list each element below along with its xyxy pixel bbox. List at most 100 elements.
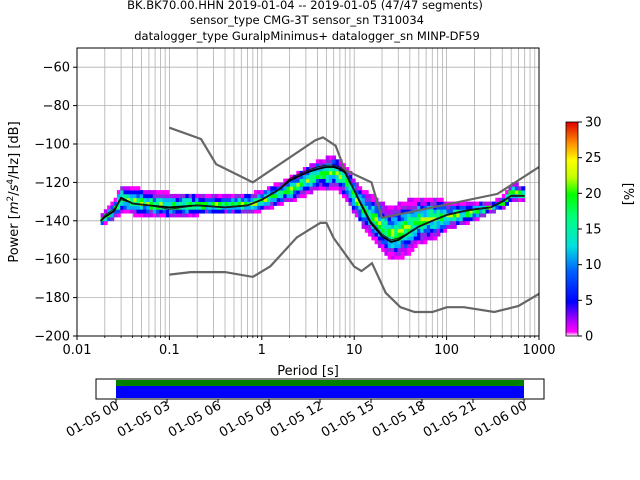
density-cell bbox=[459, 213, 464, 218]
density-cell bbox=[492, 209, 496, 214]
density-cell bbox=[413, 213, 418, 218]
density-cell bbox=[426, 232, 431, 237]
density-cell bbox=[355, 213, 359, 218]
density-cell bbox=[449, 224, 454, 229]
density-cell bbox=[361, 201, 366, 206]
density-cell bbox=[107, 205, 111, 210]
density-cell bbox=[100, 220, 105, 226]
density-cell bbox=[156, 213, 160, 218]
density-cell bbox=[328, 182, 333, 187]
density-cell bbox=[289, 197, 294, 202]
density-cell bbox=[315, 159, 320, 164]
density-cell bbox=[413, 197, 418, 202]
density-cell bbox=[247, 197, 252, 202]
density-cell bbox=[328, 159, 333, 164]
density-cell bbox=[152, 201, 157, 206]
density-cell bbox=[387, 236, 392, 241]
density-cell bbox=[521, 190, 526, 195]
density-cell bbox=[364, 193, 369, 199]
density-cell bbox=[381, 240, 386, 245]
density-cell bbox=[312, 174, 317, 179]
density-cell bbox=[364, 228, 369, 233]
density-cell bbox=[289, 182, 294, 187]
density-cell bbox=[146, 190, 151, 195]
density-cell bbox=[283, 197, 288, 202]
density-cell bbox=[459, 201, 464, 206]
density-cell bbox=[410, 247, 415, 252]
density-cell bbox=[430, 220, 434, 226]
density-cell bbox=[263, 205, 268, 210]
density-cell bbox=[302, 174, 307, 179]
density-cell bbox=[315, 174, 320, 179]
density-cell bbox=[423, 213, 428, 218]
density-cell bbox=[426, 201, 431, 206]
density-cell bbox=[338, 190, 343, 195]
density-cell bbox=[136, 190, 141, 195]
density-cell bbox=[505, 197, 509, 202]
density-cell bbox=[417, 209, 421, 214]
time-tick-label: 01-05 21 bbox=[421, 398, 479, 440]
density-cell bbox=[198, 205, 203, 210]
density-cell bbox=[397, 232, 402, 237]
time-tick-label: 01-05 03 bbox=[115, 398, 173, 440]
density-cell bbox=[247, 193, 252, 199]
colorbar-tick-label: 5 bbox=[585, 294, 593, 309]
density-cell bbox=[456, 205, 461, 210]
density-cell bbox=[364, 209, 369, 214]
density-cell bbox=[348, 193, 353, 199]
density-cell bbox=[407, 201, 412, 206]
density-cell bbox=[195, 193, 200, 199]
density-cell bbox=[302, 186, 307, 191]
density-cell bbox=[410, 213, 415, 218]
density-cell bbox=[384, 213, 389, 218]
density-cell bbox=[387, 243, 392, 249]
x-tick-label: 1 bbox=[258, 343, 266, 358]
density-cell bbox=[296, 182, 301, 187]
density-cell bbox=[423, 236, 428, 241]
density-cell bbox=[351, 197, 356, 202]
density-cell bbox=[364, 190, 369, 195]
density-cell bbox=[123, 190, 128, 195]
density-cell bbox=[410, 232, 415, 237]
density-cell bbox=[387, 220, 392, 226]
density-cell bbox=[397, 209, 402, 214]
density-cell bbox=[462, 201, 467, 206]
density-cell bbox=[430, 201, 434, 206]
density-cell bbox=[165, 209, 170, 214]
density-cell bbox=[368, 201, 372, 206]
density-cell bbox=[263, 201, 268, 206]
density-cell bbox=[511, 197, 516, 202]
density-cell bbox=[361, 190, 366, 195]
density-cell bbox=[446, 205, 451, 210]
density-cell bbox=[469, 201, 474, 206]
density-cell bbox=[280, 197, 284, 202]
density-cell bbox=[465, 205, 470, 210]
density-cell bbox=[306, 182, 310, 187]
density-cell bbox=[341, 170, 346, 176]
density-cell bbox=[413, 232, 418, 237]
density-cell bbox=[120, 190, 125, 195]
density-cell bbox=[266, 197, 271, 202]
density-cell bbox=[182, 213, 187, 218]
density-cell bbox=[276, 193, 281, 199]
density-cell bbox=[449, 220, 454, 226]
density-cell bbox=[400, 236, 405, 241]
density-cell bbox=[505, 201, 509, 206]
density-cell bbox=[208, 197, 213, 202]
density-cell bbox=[211, 209, 216, 214]
density-cell bbox=[136, 197, 141, 202]
x-tick-label: 1000 bbox=[522, 343, 555, 358]
density-cell bbox=[400, 247, 405, 252]
density-cell bbox=[319, 163, 324, 168]
density-cell bbox=[103, 213, 108, 218]
density-cell bbox=[325, 182, 330, 187]
density-cell bbox=[361, 213, 366, 218]
density-cell bbox=[439, 220, 444, 226]
density-cell bbox=[381, 205, 386, 210]
density-cell bbox=[420, 232, 425, 237]
density-cell bbox=[371, 216, 376, 222]
time-tick-label: 01-05 06 bbox=[166, 398, 224, 440]
density-cell bbox=[387, 232, 392, 237]
density-cell bbox=[345, 170, 350, 176]
density-cell bbox=[306, 167, 310, 172]
